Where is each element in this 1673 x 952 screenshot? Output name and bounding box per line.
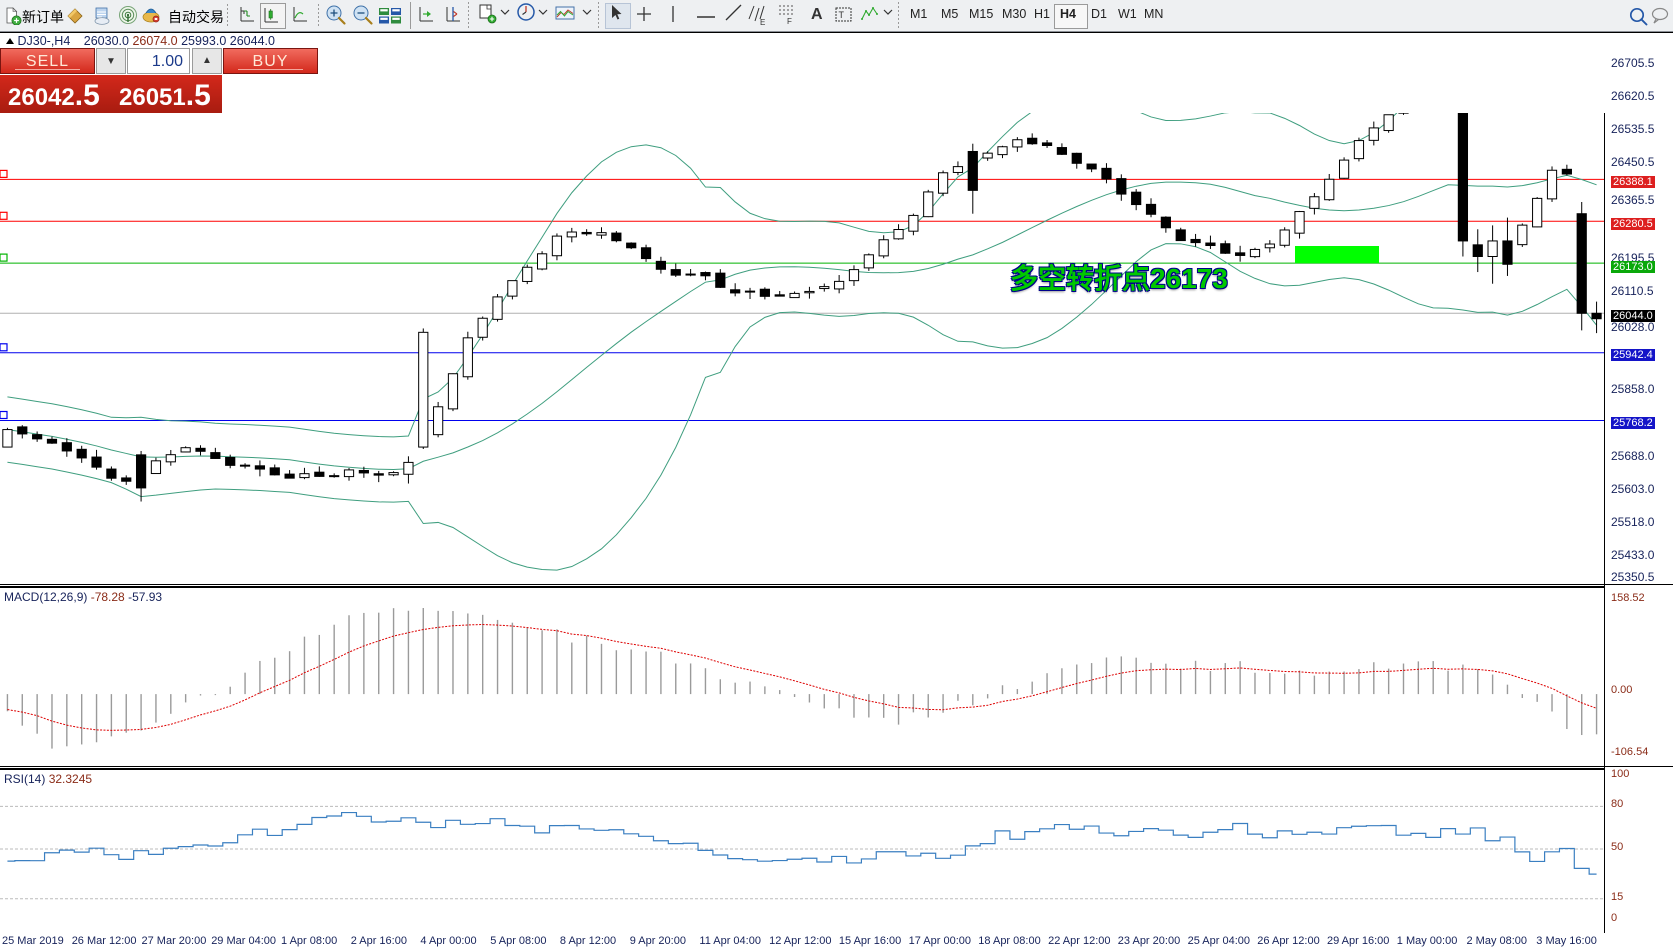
svg-text:E: E (760, 18, 765, 26)
svg-text:T: T (839, 10, 845, 20)
svg-text:F: F (787, 17, 792, 24)
